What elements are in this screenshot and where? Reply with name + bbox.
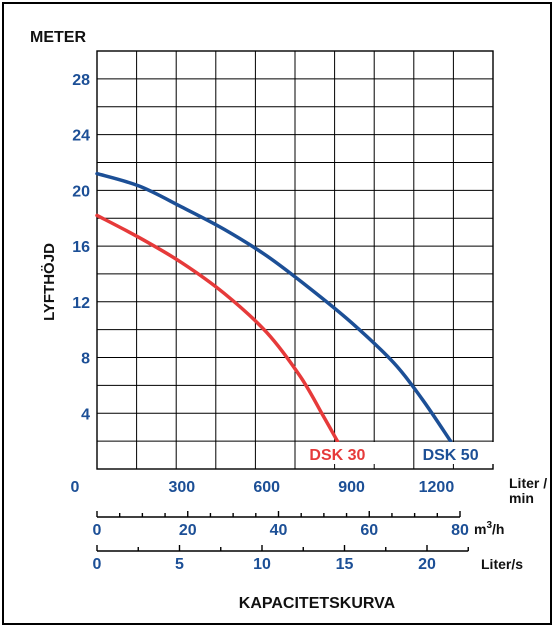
y-tick-label: 24 bbox=[72, 128, 90, 145]
series-label-backdrop bbox=[418, 442, 495, 464]
x-tick-label: 0 bbox=[93, 522, 102, 539]
series-label: DSK 30 bbox=[309, 447, 365, 464]
x-tick-label: 5 bbox=[175, 556, 184, 573]
x-tick-label-lmin: 0 bbox=[71, 479, 80, 496]
x-unit-label-lmin: min bbox=[509, 490, 534, 506]
x-tick-label: 60 bbox=[360, 522, 378, 539]
x-tick-label: 20 bbox=[418, 556, 436, 573]
x-tick-label-lmin: 900 bbox=[338, 479, 365, 496]
x-axes: 0 300 600 900 1200 Liter /min 0 20 40 60 80 0 5 10 15 2… bbox=[71, 475, 548, 573]
x-tick-label-lmin: 600 bbox=[253, 479, 280, 496]
curve-dsk-30 bbox=[95, 213, 340, 443]
chart-title: KAPACITETSKURVA bbox=[239, 595, 396, 612]
y-tick-label: 8 bbox=[81, 351, 90, 368]
y-tick-labels: 4 8 12 16 20 24 28 bbox=[72, 72, 90, 423]
x-tick-label: 40 bbox=[270, 522, 288, 539]
y-tick-label: 4 bbox=[81, 406, 90, 423]
series-label: DSK 50 bbox=[423, 447, 479, 464]
curve-dsk-50 bbox=[95, 171, 453, 443]
y-unit-label: METER bbox=[30, 29, 86, 46]
series-label-backdrop bbox=[305, 442, 382, 464]
x-unit-label-m3h: m3/h bbox=[474, 520, 504, 537]
x-tick-label: 0 bbox=[93, 556, 102, 573]
x-unit-label-ls: Liter/s bbox=[481, 556, 523, 572]
x-tick-label-lmin: 1200 bbox=[419, 479, 455, 496]
x-tick-label: 15 bbox=[336, 556, 354, 573]
y-tick-label: 20 bbox=[72, 183, 90, 200]
y-tick-label: 16 bbox=[72, 239, 90, 256]
y-tick-label: 12 bbox=[72, 295, 90, 312]
plot-grid bbox=[96, 50, 494, 470]
x-tick-label-lmin: 300 bbox=[169, 479, 196, 496]
plot-border bbox=[96, 50, 494, 470]
y-tick-label: 28 bbox=[72, 72, 90, 89]
y-axis-title: LYFTHÖJD bbox=[41, 243, 58, 321]
x-unit-label-lmin: Liter / bbox=[509, 475, 547, 491]
performance-curves: DSK 30 DSK 50 bbox=[95, 171, 495, 464]
x-tick-label: 80 bbox=[451, 522, 469, 539]
x-tick-label: 20 bbox=[179, 522, 197, 539]
x-tick-label: 10 bbox=[253, 556, 271, 573]
